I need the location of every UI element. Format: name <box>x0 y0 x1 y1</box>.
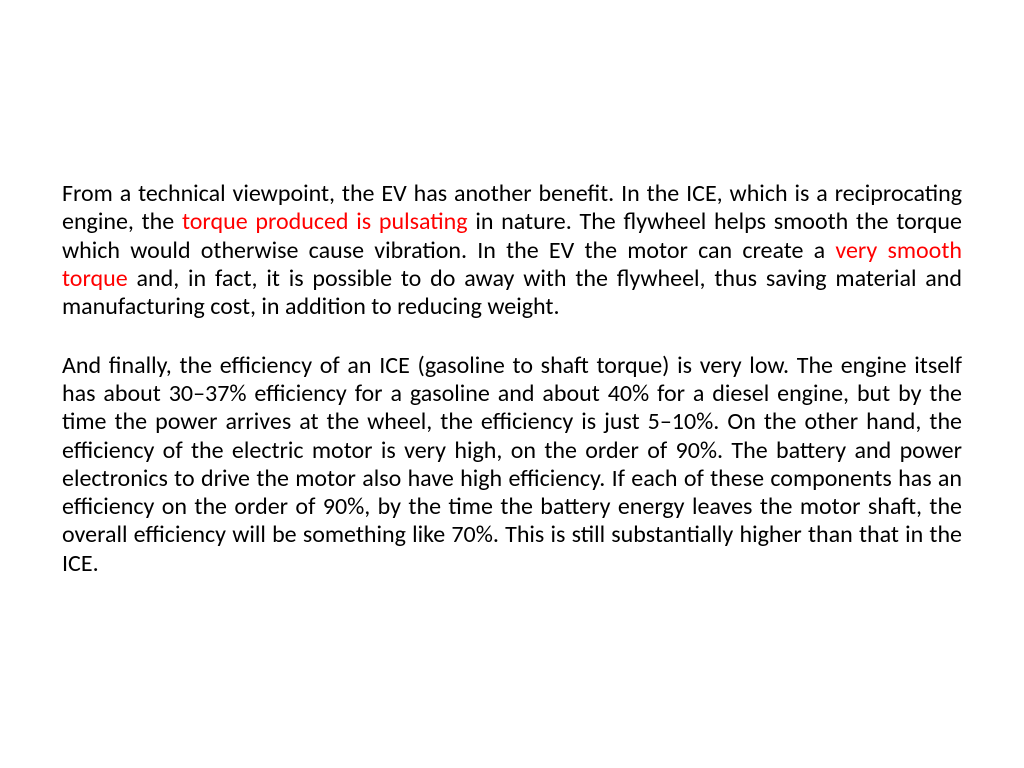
p2-text-1: And finally, the efficiency of an ICE (g… <box>62 351 962 578</box>
paragraph-2: And finally, the efficiency of an ICE (g… <box>62 352 962 579</box>
paragraph-1: From a technical viewpoint, the EV has a… <box>62 180 962 322</box>
p1-text-3: and, in fact, it is possible to do away … <box>62 264 962 321</box>
p1-highlight-1: torque produced is pulsating <box>182 207 468 236</box>
slide-body: From a technical viewpoint, the EV has a… <box>0 0 1024 768</box>
